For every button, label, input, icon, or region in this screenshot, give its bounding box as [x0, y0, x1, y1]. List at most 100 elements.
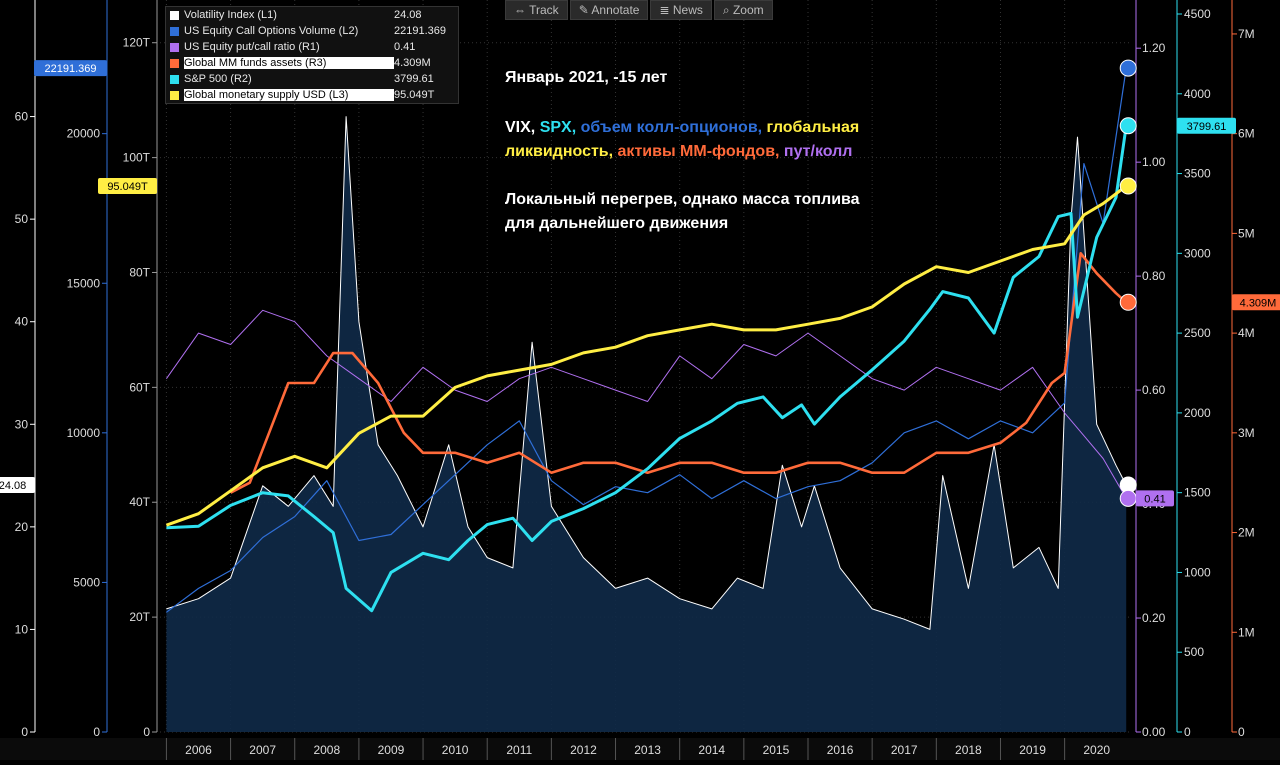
- legend-swatch: [170, 74, 179, 84]
- legend-swatch: [170, 42, 179, 52]
- axis-tick-label: 0.20: [1142, 611, 1166, 625]
- axis-tick-label: 20T: [129, 610, 150, 624]
- x-tick-label: 2016: [827, 743, 854, 757]
- value-tag-label: 4.309M: [1240, 297, 1277, 309]
- axis-tick-label: 1.20: [1142, 41, 1166, 55]
- annotation-line-2: VIX, SPX, объем колл-опционов, глобальна…: [505, 116, 859, 140]
- legend-row-spx[interactable]: S&P 500 (R2) 3799.61: [166, 71, 458, 87]
- x-tick-label: 2017: [891, 743, 918, 757]
- annotation-line-3: ликвидность, активы ММ-фондов, пут/колл: [505, 140, 852, 164]
- end-marker-call_volume_L2: [1119, 59, 1137, 77]
- legend-name: US Equity put/call ratio (R1): [184, 41, 320, 53]
- legend-value: 22191.369: [394, 25, 446, 37]
- axis-tick-label: 0: [1238, 725, 1245, 739]
- legend-swatch: [170, 26, 179, 36]
- x-tick-label: 2012: [570, 743, 597, 757]
- chart-toolbar: ⇔ Track ✎ Annotate ≣ News ⌕ Zoom: [505, 0, 773, 20]
- news-button[interactable]: ≣ News: [650, 0, 712, 20]
- legend-row-call-volume[interactable]: US Equity Call Options Volume (L2) 22191.…: [166, 23, 458, 39]
- legend-swatch: [170, 10, 179, 20]
- axis-tick-label: 5000: [73, 575, 100, 589]
- axis-tick-label: 60: [15, 110, 29, 124]
- track-button[interactable]: ⇔ Track: [505, 0, 568, 20]
- end-marker-put_call_R1: [1119, 489, 1137, 507]
- axis-tick-label: 2000: [1184, 406, 1211, 420]
- x-tick-label: 2011: [506, 743, 532, 757]
- axis-tick-label: 1M: [1238, 625, 1255, 639]
- axis-tick-label: 0.80: [1142, 269, 1166, 283]
- x-tick-label: 2015: [763, 743, 790, 757]
- value-tag-label: 95.049T: [107, 181, 148, 193]
- value-tag-money_supply_L3: [98, 178, 157, 195]
- axis-tick-label: 4500: [1184, 7, 1211, 21]
- axis-tick-label: 15000: [67, 276, 101, 290]
- axis-tick-label: 4M: [1238, 326, 1255, 340]
- legend-row-put-call[interactable]: US Equity put/call ratio (R1) 0.41: [166, 39, 458, 55]
- axis-tick-label: 2500: [1184, 326, 1211, 340]
- value-tag-label: 3799.61: [1187, 121, 1227, 133]
- value-tag-spx_R2: [1177, 117, 1236, 134]
- legend-row-vix[interactable]: Volatility Index (L1) 24.08: [166, 7, 458, 23]
- x-tick-label: 2010: [442, 743, 469, 757]
- annotate-label: Annotate: [591, 3, 640, 17]
- x-tick-label: 2013: [634, 743, 661, 757]
- axis-tick-label: 60T: [129, 380, 150, 394]
- zoom-button[interactable]: ⌕ Zoom: [713, 0, 773, 20]
- annotation-vix: VIX,: [505, 119, 540, 136]
- axis-tick-label: 30: [15, 417, 29, 431]
- axis-tick-label: 3000: [1184, 246, 1211, 260]
- legend-name: Global monetary supply USD (L3): [184, 89, 394, 101]
- annotation-liquidity: глобальная: [766, 119, 860, 136]
- legend-row-money-supply[interactable]: Global monetary supply USD (L3) 95.049T: [166, 87, 458, 103]
- axis-tick-label: 1000: [1184, 565, 1211, 579]
- x-axis-band: [0, 738, 1280, 760]
- axis-tick-label: 3500: [1184, 167, 1211, 181]
- axis-tick-label: 40T: [129, 495, 150, 509]
- value-tag-label: 24.08: [0, 480, 26, 492]
- x-tick-label: 2019: [1019, 743, 1046, 757]
- value-tag-label: 0.41: [1144, 493, 1165, 505]
- x-tick-label: 2006: [185, 743, 212, 757]
- zoom-label: Zoom: [732, 3, 764, 17]
- axis-tick-label: 80T: [129, 265, 150, 279]
- value-tag-put_call_R1: [1136, 490, 1174, 507]
- series-line-put_call_R1: [165, 309, 1127, 499]
- axis-tick-label: 4000: [1184, 87, 1211, 101]
- series-line-spx_R2: [166, 125, 1128, 613]
- track-icon: ⇔: [514, 3, 530, 17]
- axis-tick-label: 0.60: [1142, 383, 1166, 397]
- x-tick-label: 2018: [955, 743, 982, 757]
- annotation-call-volume: объем колл-опционов,: [580, 119, 767, 136]
- axis-tick-label: 6M: [1238, 127, 1255, 141]
- x-tick-label: 2007: [249, 743, 276, 757]
- legend: Volatility Index (L1) 24.08 US Equity Cal…: [165, 6, 459, 104]
- axis-tick-label: 500: [1184, 645, 1204, 659]
- news-label: News: [672, 3, 703, 17]
- axis-tick-label: 3M: [1238, 426, 1255, 440]
- axis-tick-label: 40: [15, 315, 29, 329]
- x-tick-label: 2020: [1083, 743, 1110, 757]
- x-tick-label: 2014: [698, 743, 725, 757]
- legend-row-mm-funds[interactable]: Global MM funds assets (R3) 4.309M: [166, 55, 458, 71]
- axis-tick-label: 2M: [1238, 526, 1255, 540]
- value-tag-vix_L1: [0, 477, 35, 494]
- axis-tick-label: 0: [143, 725, 150, 739]
- zoom-icon: ⌕: [722, 3, 733, 17]
- value-tag-mm_funds_R3: [1232, 294, 1280, 311]
- legend-value: 95.049T: [394, 89, 435, 101]
- value-tag-label: 22191.369: [45, 63, 97, 75]
- annotation-line-4: Локальный перегрев, однако масса топлива: [505, 191, 860, 208]
- axis-tick-label: 5M: [1238, 226, 1255, 240]
- legend-value: 3799.61: [394, 73, 434, 85]
- annotation-line-5: для дальнейшего движения: [505, 215, 729, 232]
- x-tick-label: 2009: [378, 743, 405, 757]
- annotation-spx: SPX,: [539, 119, 581, 136]
- axis-tick-label: 120T: [123, 36, 151, 50]
- axis-tick-label: 20: [15, 520, 29, 534]
- annotate-button[interactable]: ✎ Annotate: [569, 0, 649, 20]
- axis-tick-label: 0: [21, 725, 28, 739]
- end-marker-spx_R2: [1119, 117, 1137, 135]
- axis-tick-label: 1.00: [1142, 155, 1166, 169]
